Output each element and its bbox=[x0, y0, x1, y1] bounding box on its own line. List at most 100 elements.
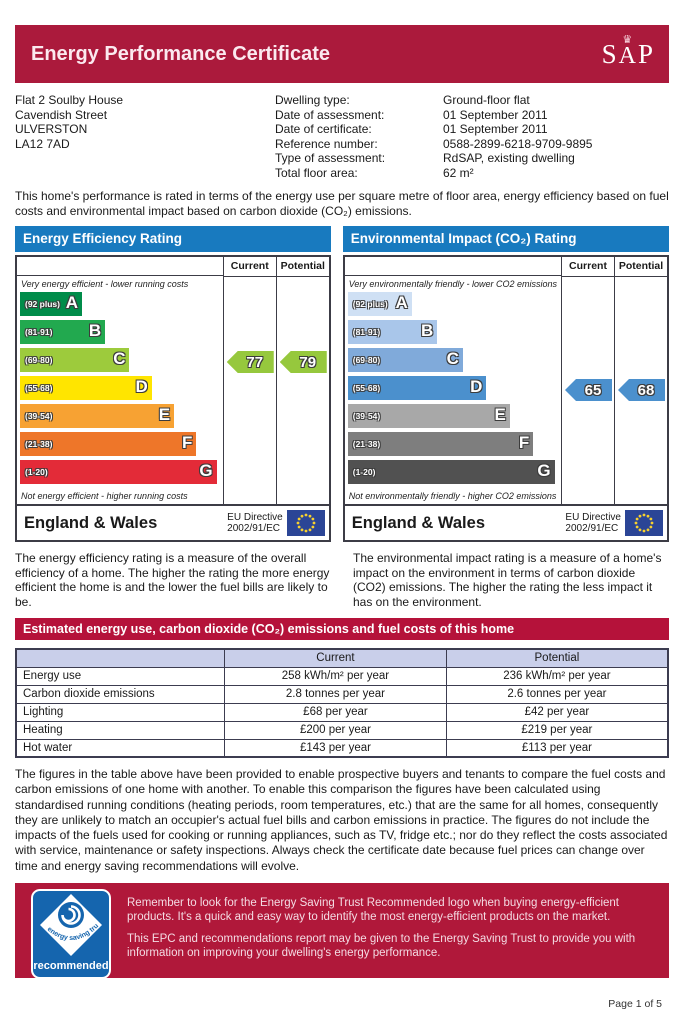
band-range-label: (1-20) bbox=[352, 466, 376, 477]
energy-saving-trust-logo: energy saving trust recommended bbox=[31, 889, 111, 980]
address-block: Flat 2 Soulby House Cavendish Street ULVER… bbox=[15, 93, 275, 180]
estimates-cell-potential: £42 per year bbox=[445, 702, 669, 722]
address-line: LA12 7AD bbox=[15, 136, 70, 151]
estimates-header-potential: Potential bbox=[445, 648, 669, 668]
band-range-label: (69-80) bbox=[25, 354, 53, 365]
logo-recommended-label: recommended bbox=[33, 960, 108, 972]
rating-charts: Energy Efficiency Rating Very energy eff… bbox=[15, 226, 669, 542]
band-letter: B bbox=[421, 320, 434, 340]
rating-scale: Very energy efficient - lower running co… bbox=[17, 257, 223, 504]
current-column-header: Current bbox=[562, 257, 614, 277]
detail-value: 62 m² bbox=[443, 165, 474, 180]
chart-frame: Very environmentally friendly - lower CO… bbox=[342, 255, 669, 542]
rating-band-a: (92 plus) A bbox=[20, 291, 223, 316]
estimates-cell-current: 258 kWh/m² per year bbox=[224, 666, 447, 686]
band-letter: D bbox=[470, 376, 483, 396]
rating-band-b: (81-91) B bbox=[20, 319, 223, 344]
estimates-table-body: Energy use 258 kWh/m² per year 236 kWh/m² … bbox=[15, 666, 669, 758]
estimates-header-blank bbox=[15, 648, 226, 668]
footer-paragraph-1: Remember to look for the Energy Saving T… bbox=[127, 897, 619, 924]
estimates-section-title: Estimated energy use, carbon dioxide (CO… bbox=[15, 618, 669, 640]
potential-rating-arrow: 79 bbox=[279, 351, 327, 373]
rating-band-g: (1-20) G bbox=[20, 459, 223, 484]
current-rating-arrow: 77 bbox=[226, 351, 274, 373]
chart-frame: Very energy efficient - lower running co… bbox=[15, 255, 331, 542]
rating-band-a: (92 plus) A bbox=[347, 291, 561, 316]
estimates-cell-potential: £113 per year bbox=[445, 738, 669, 758]
rating-scale: Very environmentally friendly - lower CO… bbox=[344, 257, 561, 504]
property-detail-row: Total floor area: 62 m² bbox=[275, 166, 669, 181]
estimates-header-current: Current bbox=[224, 648, 447, 668]
rating-band-e: (39-54) E bbox=[347, 403, 561, 428]
property-details: Dwelling type: Ground-floor flat Date of a… bbox=[275, 93, 669, 180]
footer-paragraph-2: This EPC and recommendations report may … bbox=[127, 933, 636, 960]
band-letter: F bbox=[182, 432, 193, 452]
property-detail-row: Type of assessment: RdSAP, existing dwell… bbox=[275, 151, 669, 166]
scale-bottom-note: Not energy efficient - higher running co… bbox=[21, 490, 188, 501]
property-detail-row: Reference number: 0588-2899-6218-9709-989… bbox=[275, 137, 669, 152]
band-range-label: (39-54) bbox=[25, 410, 53, 421]
eu-flag-icon bbox=[286, 510, 325, 536]
chart-footer: England & Wales EU Directive 2002/91/EC bbox=[17, 504, 329, 540]
estimates-cell-label: Lighting bbox=[15, 702, 226, 722]
rating-band-e: (39-54) E bbox=[20, 403, 223, 428]
current-column-header: Current bbox=[223, 257, 276, 277]
band-range-label: (81-91) bbox=[25, 326, 53, 337]
estimates-row: Heating £200 per year £219 per year bbox=[15, 720, 669, 740]
band-letter: A bbox=[65, 292, 78, 312]
detail-label: Dwelling type: bbox=[275, 93, 350, 107]
band-range-label: (92 plus) bbox=[25, 298, 60, 309]
address-line: ULVERSTON bbox=[15, 122, 88, 136]
region-label: England & Wales bbox=[24, 513, 158, 532]
rating-band-c: (69-80) C bbox=[20, 347, 223, 372]
property-detail-row: Dwelling type: Ground-floor flat bbox=[275, 93, 669, 108]
scale-top-note: Very environmentally friendly - lower CO… bbox=[348, 279, 557, 290]
property-info: Flat 2 Soulby House Cavendish Street ULVER… bbox=[15, 93, 669, 180]
band-letter: D bbox=[135, 376, 148, 396]
estimates-cell-potential: £219 per year bbox=[445, 720, 669, 740]
address-line: Cavendish Street bbox=[15, 107, 108, 122]
band-range-label: (39-54) bbox=[352, 410, 381, 421]
detail-label: Date of assessment: bbox=[275, 107, 385, 122]
rating-explanations: The energy efficiency rating is a measur… bbox=[15, 551, 669, 609]
band-range-label: (92 plus) bbox=[352, 298, 388, 309]
intro-text: This home's performance is rated in term… bbox=[15, 189, 669, 218]
region-label: England & Wales bbox=[351, 513, 485, 532]
energy-saving-trust-box: energy saving trust recommended Remember… bbox=[15, 883, 669, 980]
estimates-cell-label: Carbon dioxide emissions bbox=[15, 684, 226, 704]
estimates-row: Hot water £143 per year £113 per year bbox=[15, 738, 669, 758]
sap-logo: S ♛ A P bbox=[601, 33, 653, 74]
efficiency-explanation: The energy efficiency rating is a measur… bbox=[15, 551, 330, 609]
estimates-table: Current Potential Energy use 258 kWh/m² p… bbox=[15, 648, 669, 758]
estimates-cell-current: £68 per year bbox=[224, 702, 447, 722]
eu-directive-label: EU Directive 2002/91/EC bbox=[227, 511, 283, 535]
rating-band-d: (55-68) D bbox=[20, 375, 223, 400]
rating-band-d: (55-68) D bbox=[347, 375, 561, 400]
potential-column: Potential 79 bbox=[275, 257, 329, 504]
current-column: Current 77 bbox=[222, 257, 276, 504]
band-letter: G bbox=[537, 460, 551, 480]
detail-value: 01 September 2011 bbox=[443, 122, 548, 136]
band-range-label: (21-38) bbox=[25, 438, 53, 449]
band-letter: C bbox=[113, 348, 126, 368]
sap-letter-s: S bbox=[601, 38, 617, 69]
detail-label: Total floor area: bbox=[275, 165, 358, 180]
rating-band-b: (81-91) B bbox=[347, 319, 561, 344]
chart-title: Energy Efficiency Rating bbox=[15, 226, 331, 252]
crown-icon: ♛ bbox=[622, 33, 633, 46]
band-range-label: (81-91) bbox=[352, 326, 381, 337]
band-rows: (92 plus) A (81-91) B (69-80) C (55-68) D (39-54… bbox=[345, 290, 561, 488]
scale-top-note: Very energy efficient - lower running co… bbox=[21, 279, 189, 290]
potential-column-header: Potential bbox=[276, 257, 329, 277]
band-letter: F bbox=[518, 432, 530, 452]
sap-letter-a-wrap: ♛ A bbox=[619, 33, 636, 68]
property-detail-row: Date of assessment: 01 September 2011 bbox=[275, 108, 669, 123]
document-header: Energy Performance Certificate S ♛ A P bbox=[15, 25, 669, 83]
property-detail-row: Date of certificate: 01 September 2011 bbox=[275, 122, 669, 137]
band-range-label: (55-68) bbox=[25, 382, 53, 393]
band-letter: E bbox=[494, 404, 506, 424]
estimates-cell-label: Heating bbox=[15, 720, 226, 740]
current-rating-arrow: 65 bbox=[565, 379, 612, 401]
band-letter: E bbox=[158, 404, 171, 424]
